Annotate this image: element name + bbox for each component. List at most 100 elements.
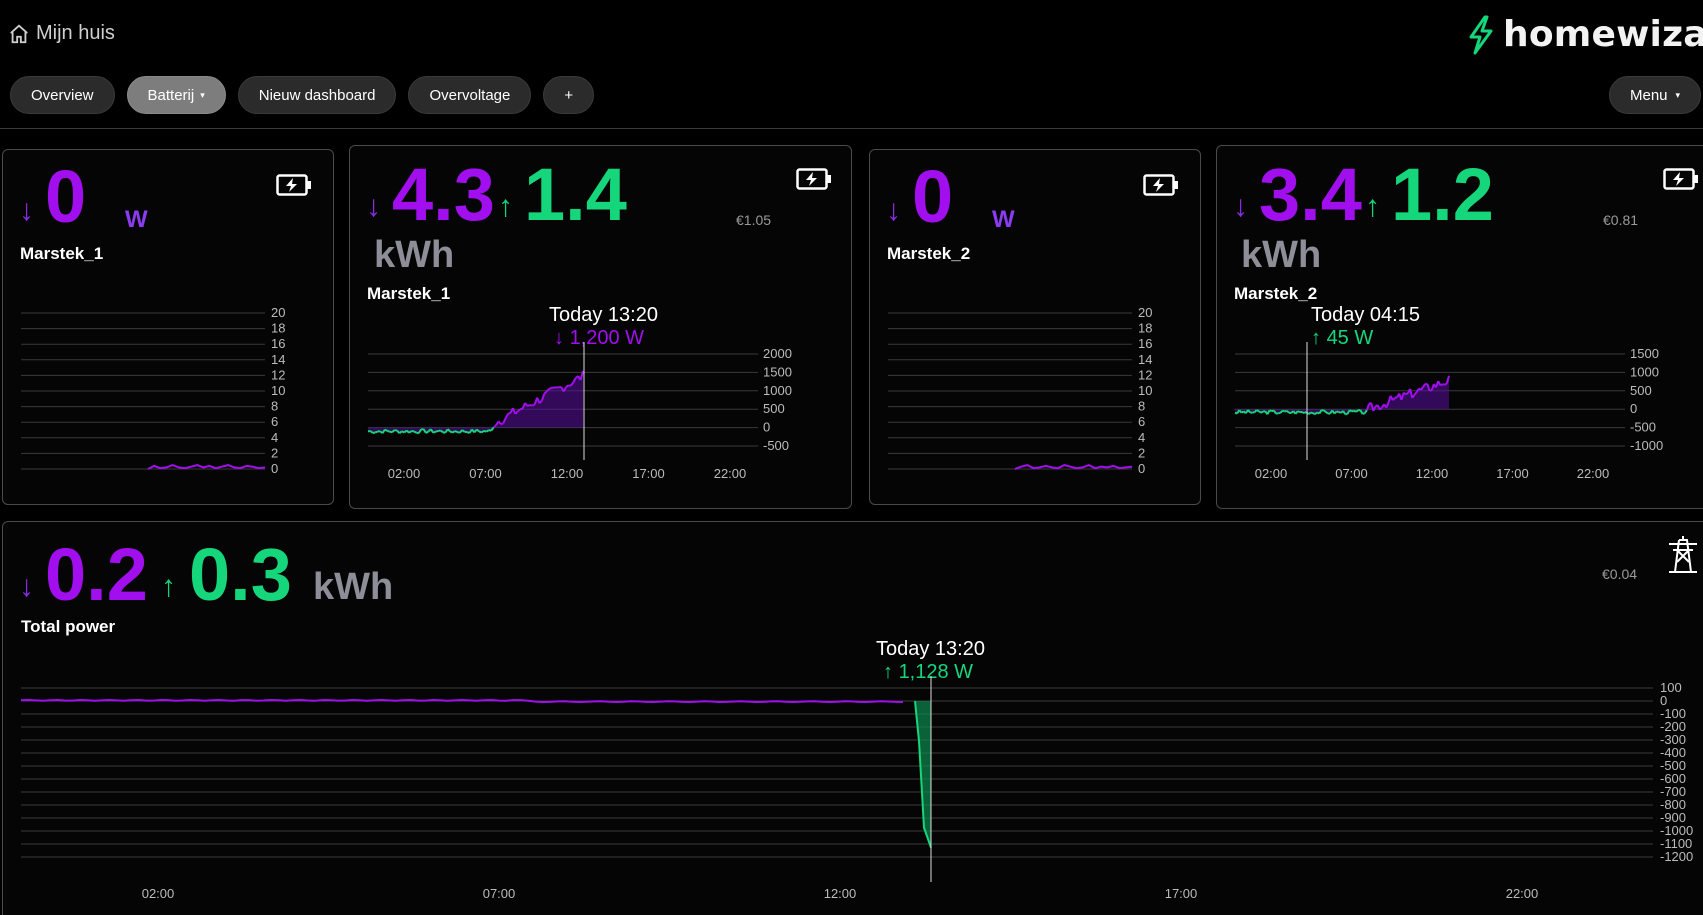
y-tick-label: -500 xyxy=(1660,758,1686,773)
y-tick-label: 1500 xyxy=(763,364,792,379)
y-tick-label: -200 xyxy=(1660,719,1686,734)
energy-series-segment xyxy=(572,377,577,383)
y-tick-label: -500 xyxy=(763,438,789,453)
export-arrow-icon: ↑ xyxy=(1311,327,1321,349)
menu-button[interactable]: Menu ▾ xyxy=(1609,76,1702,114)
energy-series-segment xyxy=(1403,391,1407,396)
total-power-chart[interactable]: 1000-100-200-300-400-500-600-700-800-900… xyxy=(3,522,1703,915)
tab-overvoltage[interactable]: Overvoltage xyxy=(408,76,532,114)
y-tick-label: 16 xyxy=(271,336,285,351)
energy-series-segment xyxy=(524,402,529,407)
energy-series-segment xyxy=(449,430,453,434)
energy-series-segment xyxy=(1338,410,1342,414)
y-tick-label: 6 xyxy=(1138,414,1145,429)
x-tick-label: 12:00 xyxy=(824,886,857,901)
x-tick-label: 07:00 xyxy=(1335,466,1368,481)
energy-series-segment xyxy=(452,430,456,434)
y-tick-label: 1000 xyxy=(763,383,792,398)
total-power-label: Total power xyxy=(21,617,116,636)
energy-series-segment xyxy=(1273,409,1277,415)
card-total-power[interactable]: ↓ 0.2 ↑ 0.3 kWh Total power €0.04 Today … xyxy=(2,521,1703,915)
energy-series-segment xyxy=(519,407,523,411)
import-value: 4.3 xyxy=(392,153,495,236)
y-tick-label: -1000 xyxy=(1630,438,1663,453)
energy-series-segment xyxy=(490,426,495,432)
energy-series-segment xyxy=(447,428,451,433)
export-value: 0.3 xyxy=(189,533,292,616)
energy-series-segment xyxy=(514,410,519,415)
tab-nieuw-dashboard[interactable]: Nieuw dashboard xyxy=(237,76,397,114)
tooltip-time: Today 13:20 xyxy=(549,304,658,326)
card-marstek1-power[interactable]: ↓ 0 W Marstek_1 20 18 16 14 12 10 8 6 4 2 0 xyxy=(2,149,334,505)
export-value: 1.2 xyxy=(1391,153,1494,236)
energy-series-segment xyxy=(1269,409,1273,413)
energy-series-segment xyxy=(369,430,374,434)
energy-series-segment xyxy=(381,429,386,434)
y-tick-label: -500 xyxy=(1630,420,1656,435)
tooltip-time: Today 13:20 xyxy=(876,638,985,660)
energy-series-segment xyxy=(401,430,405,434)
y-tick-label: 10 xyxy=(1138,383,1152,398)
energy-series-segment xyxy=(538,399,543,404)
energy-series-segment xyxy=(1301,411,1305,415)
device-name: Marstek_1 xyxy=(367,284,451,303)
x-tick-label: 12:00 xyxy=(551,466,584,481)
y-tick-label: 8 xyxy=(271,399,278,414)
y-tick-label: -700 xyxy=(1660,784,1686,799)
x-tick-label: 22:00 xyxy=(1506,886,1539,901)
energy-series-segment xyxy=(480,429,485,434)
y-tick-label: -900 xyxy=(1660,810,1686,825)
energy-chart[interactable]: 2000 1500 1000 500 0 -500 02:00 07:00 12:00 17:00… xyxy=(350,146,852,509)
export-arrow-icon: ↑ xyxy=(1365,190,1380,223)
energy-series-segment xyxy=(1379,406,1383,411)
y-tick-label: -300 xyxy=(1660,732,1686,747)
energy-series-segment xyxy=(1413,391,1418,396)
energy-series-segment xyxy=(1258,410,1262,414)
energy-series-segment xyxy=(1392,397,1396,401)
energy-series-segment xyxy=(1294,410,1299,415)
card-marstek2-energy[interactable]: ↓ 3.4 ↑ 1.2 €0.81 kWh Marstek_2 Today 04… xyxy=(1216,145,1703,509)
tab-overview[interactable]: Overview xyxy=(10,76,115,114)
device-name: Marstek_1 xyxy=(20,244,104,263)
y-tick-label: 4 xyxy=(1138,430,1145,445)
export-arrow-icon: ↑ xyxy=(161,570,176,603)
power-pylon-icon xyxy=(1669,536,1697,573)
energy-series-segment xyxy=(1415,388,1420,393)
energy-series-segment xyxy=(425,430,429,434)
energy-chart[interactable]: 1500 1000 500 0 -500 -1000 02:00 07:00 12:00 17:0… xyxy=(1217,146,1703,509)
energy-series-segment xyxy=(1359,409,1364,415)
energy-series-segment xyxy=(543,390,548,395)
x-tick-label: 17:00 xyxy=(1165,886,1198,901)
energy-series-segment xyxy=(384,428,388,432)
y-tick-label: 14 xyxy=(271,352,285,367)
energy-series-segment xyxy=(546,388,550,393)
energy-series-segment xyxy=(1247,409,1251,414)
energy-series-segment xyxy=(485,429,490,433)
card-marstek2-power[interactable]: ↓ 0 W Marstek_2 20 18 16 14 12 10 8 6 4 2 0 xyxy=(869,149,1201,505)
add-dashboard-button[interactable]: + xyxy=(543,76,595,114)
energy-series-segment xyxy=(459,429,463,434)
card-marstek1-energy[interactable]: ↓ 4.3 ↑ 1.4 €1.05 kWh Marstek_1 Today 13… xyxy=(349,145,852,509)
tab-batterij[interactable]: Batterij ▾ xyxy=(126,76,226,114)
y-tick-label: 500 xyxy=(1630,383,1652,398)
energy-series-segment xyxy=(507,411,511,415)
home-link[interactable]: Mijn huis xyxy=(8,22,115,45)
y-tick-label: 0 xyxy=(763,420,770,435)
energy-series-segment xyxy=(396,429,401,434)
y-tick-label: 0 xyxy=(271,461,278,476)
import-arrow-icon: ↓ xyxy=(1233,190,1248,223)
energy-series-segment xyxy=(527,404,531,407)
import-arrow-icon: ↓ xyxy=(19,194,34,227)
energy-series-segment xyxy=(466,431,470,435)
energy-series-segment xyxy=(1282,409,1286,413)
tooltip-value: ↓ 1,200 W xyxy=(554,327,644,350)
energy-series-segment xyxy=(1405,392,1409,396)
energy-series-segment xyxy=(457,431,461,434)
energy-series-segment xyxy=(389,430,393,434)
y-tick-label: 100 xyxy=(1660,680,1682,695)
y-tick-label: 18 xyxy=(1138,321,1152,336)
energy-series-segment xyxy=(408,430,413,434)
homewizard-logo: homewizard xyxy=(1465,14,1703,55)
